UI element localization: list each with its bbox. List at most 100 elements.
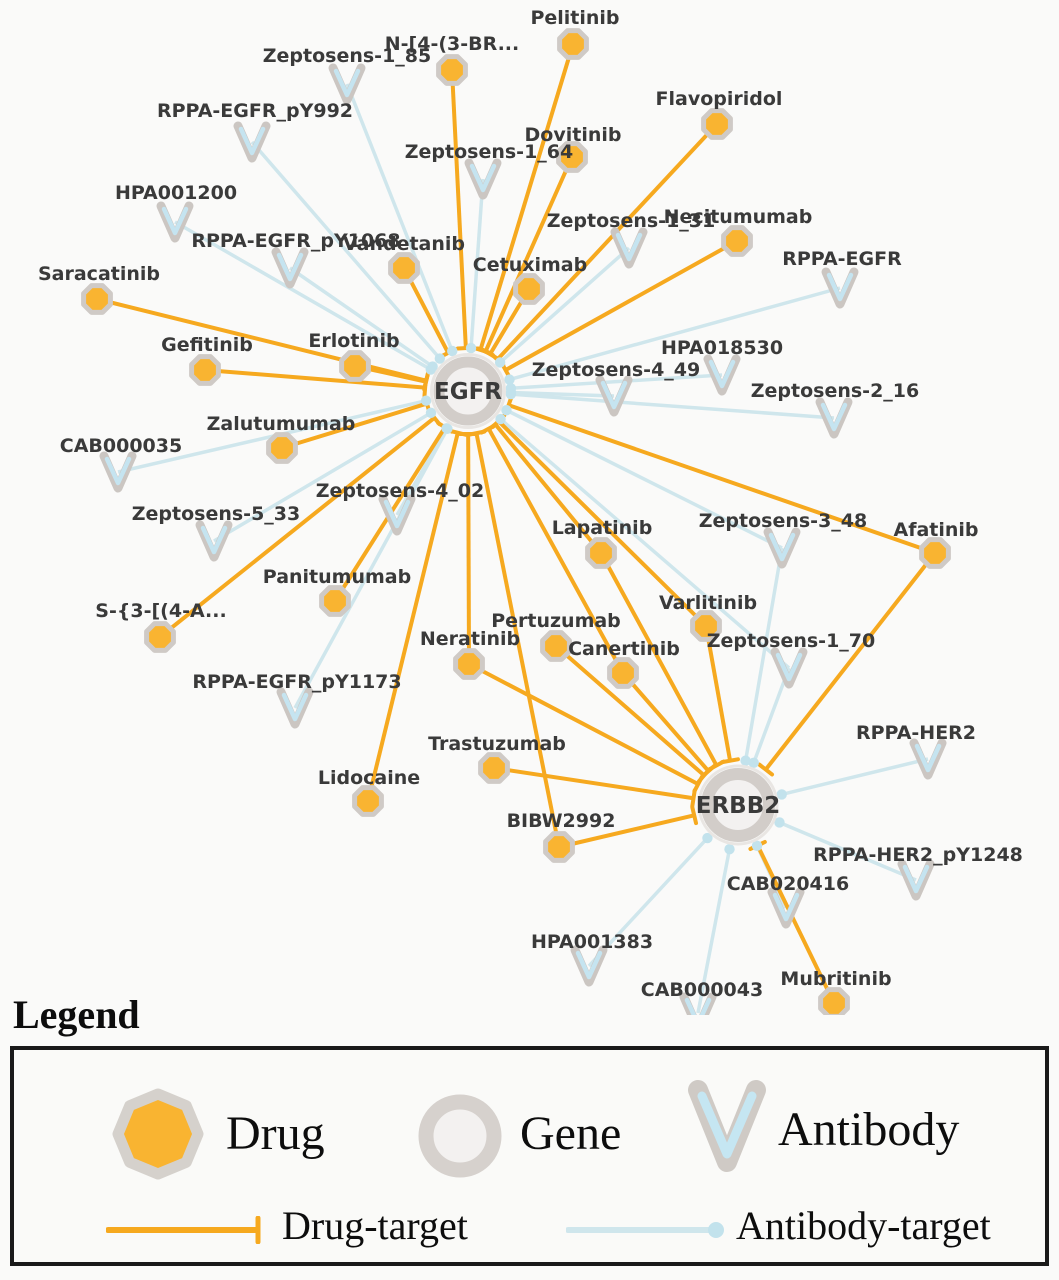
drug-node-erlotinib <box>339 350 371 382</box>
drug-target-edge-bibw2992-egfr <box>474 432 561 848</box>
drug-target-edge-zalutumumab-egfr <box>281 401 428 450</box>
drug-target-edge-necitumumab-egfr <box>504 239 738 372</box>
drug-label-s-3-4-a: S-{3-[(4-A... <box>95 600 226 622</box>
drug-label-lidocaine: Lidocaine <box>318 767 420 789</box>
antibody-node-inner-icon <box>575 950 603 980</box>
antibody-target-edge-rppa-her2-py1248-erbb2 <box>778 820 917 882</box>
antibody-target-edge-zeptosens-1-85-egfr <box>345 83 454 352</box>
edge-dot-icon <box>774 817 785 828</box>
drug-target-edge-s-3-4-a-egfr <box>158 416 436 639</box>
gene-node-egfr <box>433 356 503 426</box>
drug-node-lidocaine <box>352 785 384 817</box>
drug-target-edge-saracatinib-egfr <box>96 297 427 383</box>
drug-node-lapatinib <box>585 537 617 569</box>
edge-dot-icon <box>751 840 763 851</box>
drug-target-edge-lapatinib-egfr <box>493 422 603 555</box>
antibody-target-edge-zeptosens-1-64-egfr <box>469 178 485 349</box>
drug-label-erlotinib: Erlotinib <box>308 330 399 352</box>
inhibition-tee-icon <box>757 762 775 777</box>
antibody-target-edge-zeptosens-1-70-egfr <box>499 417 791 670</box>
drug-label-flavopiridol: Flavopiridol <box>656 88 783 110</box>
antibody-node-inner-icon <box>161 206 189 236</box>
drug-label-varlitinib: Varlitinib <box>659 592 757 614</box>
antibody-node-inner-icon <box>281 692 309 722</box>
edge-dot-icon <box>776 789 787 800</box>
antibody-label-zeptosens-3-48: Zeptosens-3_48 <box>699 510 867 532</box>
drug-node-mubritinib <box>818 987 850 1019</box>
antibody-label-zeptosens-1-31: Zeptosens-1_31 <box>547 210 715 232</box>
drug-target-edge-pelitinib-egfr <box>478 43 575 351</box>
antibody-label-hpa001383: HPA001383 <box>531 931 653 953</box>
drug-target-edge-lidocaine-egfr <box>366 432 460 802</box>
drug-target-line <box>106 1216 261 1244</box>
antibody-target-edge-hpa001383-erbb2 <box>587 836 709 968</box>
drug-label-saracatinib: Saracatinib <box>38 263 160 285</box>
edge-dot-icon <box>740 755 751 766</box>
drug-target-edge-bibw2992-erbb2 <box>558 813 695 849</box>
drug-label-cetuximab: Cetuximab <box>473 254 587 276</box>
drug-target-edge-dovitinib-egfr <box>483 156 574 353</box>
legend-title: Legend <box>13 992 140 1037</box>
antibody-icon <box>688 1080 766 1172</box>
drug-edges <box>96 43 937 1004</box>
edge-dot-icon <box>501 405 512 416</box>
drug-node-panitumumab <box>319 585 351 617</box>
antibody-node-inner-icon <box>914 743 942 773</box>
gene-icon <box>418 1094 502 1178</box>
drug-node-bibw2992 <box>543 831 575 863</box>
antibody-node-inner-icon <box>276 252 304 282</box>
drug-label-dovitinib: Dovitinib <box>525 124 622 146</box>
drug-target-edge-gefitinib-egfr <box>204 368 426 390</box>
antibody-target-edge-rppa-her2-erbb2 <box>781 757 929 797</box>
drug-node-gefitinib <box>189 354 221 386</box>
gene-node-halo <box>430 353 506 429</box>
drug-label-pelitinib: Pelitinib <box>530 7 619 29</box>
antibody-node-inner-icon <box>708 359 736 389</box>
drug-node-pertuzumab <box>540 630 572 662</box>
drug-target-edge-trastuzumab-erbb2 <box>493 766 694 801</box>
antibody-node-inner-icon <box>768 532 796 562</box>
drug-node-saracatinib <box>81 283 113 315</box>
antibody-target-edge-zeptosens-3-48-egfr <box>505 408 783 550</box>
drug-target-edge-neratinib-erbb2 <box>468 662 700 786</box>
drug-node-pelitinib <box>557 28 589 60</box>
antibody-node-inner-icon <box>775 652 803 682</box>
drug-node-dovitinib <box>556 141 588 173</box>
inhibition-tee-icon <box>422 371 430 392</box>
drug-node-neratinib <box>453 648 485 680</box>
edge-dot-icon <box>702 832 713 844</box>
drug-label-trastuzumab: Trastuzumab <box>428 733 566 755</box>
antibody-node-inner-icon <box>902 864 930 894</box>
antibody-node-inner-icon <box>600 380 628 410</box>
edge-dot-icon <box>465 342 477 354</box>
drug-node-necitumumab <box>721 225 753 257</box>
legend-box: Drug Gene Antibody Drug-target Antibody-… <box>10 1046 1049 1266</box>
antibody-target-edge-rppa-egfr-py1173-egfr <box>293 427 449 709</box>
drug-target-edge-afatinib-erbb2 <box>764 551 937 771</box>
drug-node-afatinib <box>919 537 951 569</box>
antibody-target-edge-zeptosens-2-16-egfr <box>510 392 835 420</box>
edge-dot-icon <box>427 361 438 372</box>
antibody-target-edge-cab000043-erbb2 <box>696 848 732 1014</box>
drug-label-zalutumumab: Zalutumumab <box>207 413 356 435</box>
antibody-label-rppa-her2: RPPA-HER2 <box>856 722 976 744</box>
antibody-target-edge-rppa-egfr-egfr <box>508 286 841 382</box>
drug-node-zalutumumab <box>266 432 298 464</box>
drug-node-n-4-3-br <box>436 54 468 86</box>
antibody-label-rppa-egfr: RPPA-EGFR <box>782 248 902 270</box>
antibody-node-inner-icon <box>104 456 132 486</box>
drug-label-necitumumab: Necitumumab <box>664 206 813 228</box>
antibody-label-zeptosens-2-16: Zeptosens-2_16 <box>751 380 919 402</box>
antibody-label-zeptosens-1-64: Zeptosens-1_64 <box>405 141 573 163</box>
legend-drug-target-label: Drug-target <box>282 1203 468 1248</box>
drug-target-edge-flavopiridol-egfr <box>495 122 719 361</box>
drug-label-neratinib: Neratinib <box>420 628 520 650</box>
antibody-label-cab000035: CAB000035 <box>60 435 182 457</box>
antibody-node-inner-icon <box>200 525 228 555</box>
drug-node-vandetanib <box>388 252 420 284</box>
drug-label-bibw2992: BIBW2992 <box>507 810 616 832</box>
antibody-target-edge-zeptosens-5-33-egfr <box>213 411 432 543</box>
drug-icon <box>112 1088 204 1180</box>
labels: EGFR ERBB2 Pelitinib N-[4-(3-BR... Dovitinib… <box>38 7 1023 1001</box>
